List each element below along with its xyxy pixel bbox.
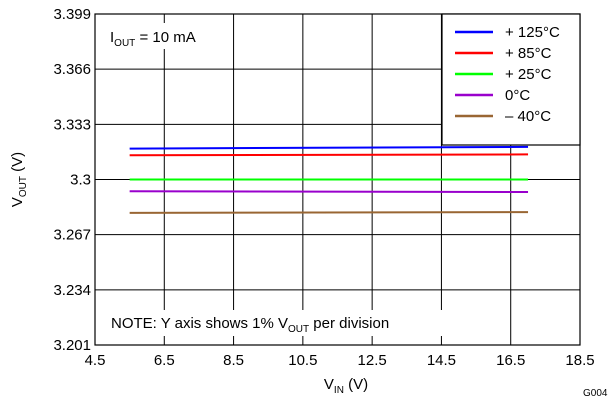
y-tick-label: 3.3 [70,172,91,189]
note-annotation-bg [106,310,466,336]
series-line-4 [129,211,529,214]
x-tick-label: 18.5 [565,352,594,369]
x-tick-labels: 4.5 6.5 8.5 10.5 12.5 14.5 16.5 18.5 [85,352,595,369]
y-tick-labels: 3.201 3.234 3.267 3.3 3.333 3.366 3.399 [53,6,91,354]
x-tick-label: 10.5 [288,352,317,369]
x-tick-label: 6.5 [154,352,175,369]
legend-label: – 40°C [505,108,551,125]
condition-annotation: IOUT = 10 mA [110,29,196,49]
series-line-1 [129,153,529,157]
x-tick-label: 14.5 [427,352,456,369]
series-line-0 [129,145,529,150]
condition-annotation-bg [106,23,224,49]
note-annotation: NOTE: Y axis shows 1% VOUT per division [111,315,389,335]
legend: + 125°C + 85°C + 25°C 0°C – 40°C [441,13,581,146]
y-tick-label: 3.333 [53,116,91,133]
legend-label: + 85°C [505,45,552,62]
y-tick-label: 3.201 [53,337,91,354]
x-axis-title: VIN (V) [324,376,368,396]
x-tick-label: 4.5 [85,352,106,369]
legend-label: 0°C [505,87,530,104]
y-tick-label: 3.267 [53,227,91,244]
x-tick-label: 8.5 [223,352,244,369]
y-tick-label: 3.234 [53,282,91,299]
figure-code: G004 [583,388,608,399]
series-lines [129,145,529,214]
legend-box [441,13,581,146]
x-tick-label: 16.5 [496,352,525,369]
series-line-3 [129,190,529,194]
x-tick-label: 12.5 [358,352,387,369]
plot-frame [94,13,581,346]
legend-label: + 25°C [505,66,552,83]
legend-label: + 125°C [505,24,560,41]
y-tick-label: 3.399 [53,6,91,23]
y-tick-label: 3.366 [53,61,91,78]
y-axis-title: VOUT (V) [9,152,29,207]
